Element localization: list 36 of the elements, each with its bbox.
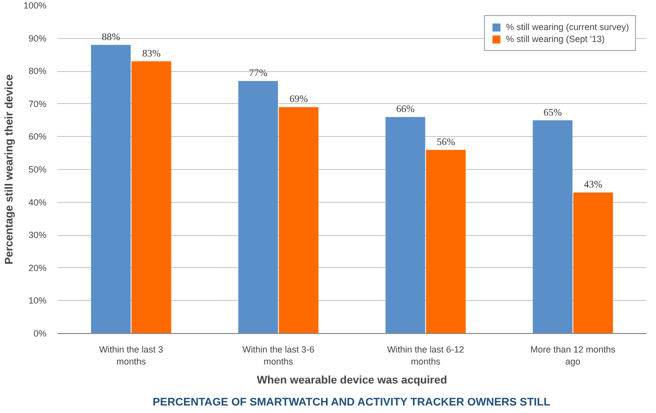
x-tick-label: Within the last 3-6 months bbox=[242, 344, 314, 366]
x-tick-label: Within the last 3 months bbox=[99, 344, 164, 366]
y-tick-label: 40% bbox=[28, 197, 46, 208]
data-label: 66% bbox=[396, 104, 415, 116]
data-label: 77% bbox=[248, 68, 268, 79]
text: PERCENTAGE OF SMARTWATCH AND ACTIVITY TRACKER OWNERS STILL bbox=[152, 396, 551, 408]
y-tick-label: 0% bbox=[33, 328, 47, 338]
y-tick-label: 50% bbox=[28, 164, 46, 174]
y-tick-label: 80% bbox=[28, 66, 46, 76]
bar bbox=[426, 150, 466, 334]
legend-label: % still wearing (current survey) bbox=[506, 22, 629, 32]
y-tick-label: 70% bbox=[28, 98, 46, 109]
bar bbox=[386, 117, 426, 334]
legend-label: % still wearing (Sept '13) bbox=[506, 34, 605, 44]
x-tick-label: Within the last 6-12 months bbox=[387, 344, 464, 366]
y-tick-label: 30% bbox=[28, 230, 46, 240]
y-axis-title: Percentage still wearing their device bbox=[3, 74, 16, 265]
bar bbox=[132, 61, 172, 334]
x-tick-label: More than 12 months ago bbox=[530, 344, 616, 366]
bar bbox=[91, 44, 131, 334]
data-label: 65% bbox=[543, 107, 562, 118]
data-label: 69% bbox=[289, 94, 308, 106]
y-tick-label: 100% bbox=[23, 0, 47, 10]
bar bbox=[238, 80, 278, 334]
y-tick-label: 10% bbox=[28, 296, 46, 306]
data-label: 88% bbox=[102, 32, 120, 43]
y-tick-label: 20% bbox=[28, 262, 46, 273]
bar bbox=[532, 120, 572, 334]
bar bbox=[278, 107, 318, 334]
data-label: 43% bbox=[584, 179, 602, 190]
data-label: 83% bbox=[142, 48, 161, 60]
data-label: 56% bbox=[436, 136, 456, 148]
bar bbox=[573, 192, 613, 334]
x-axis-title: When wearable device was acquired bbox=[256, 374, 448, 386]
y-tick-label: 90% bbox=[28, 33, 46, 44]
y-tick-label: 60% bbox=[28, 132, 46, 142]
